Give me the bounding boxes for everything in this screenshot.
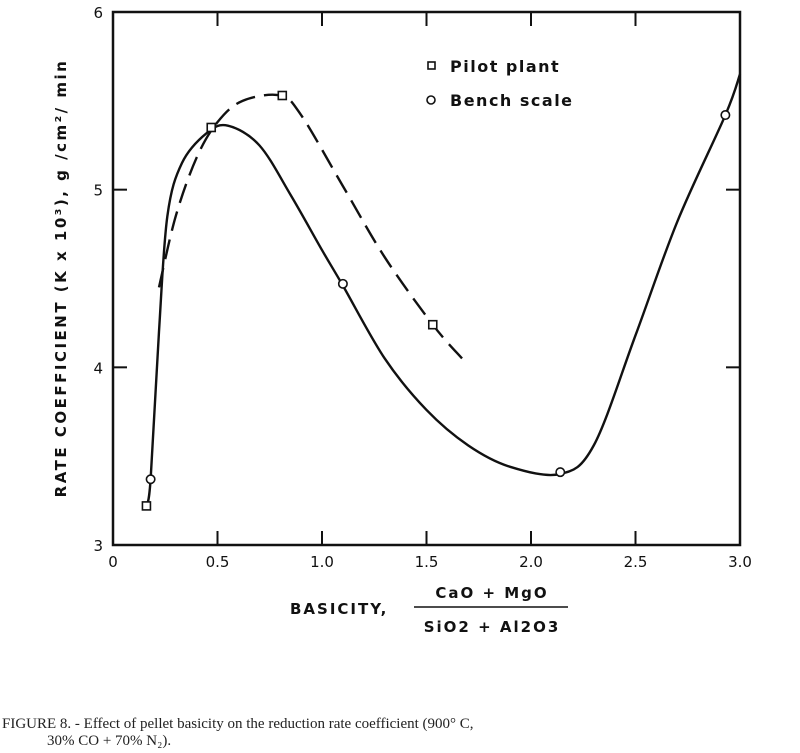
x-tick-label: 2.5 — [624, 553, 648, 571]
y-tick-label: 3 — [93, 537, 103, 555]
y-tick-label: 6 — [93, 4, 103, 22]
x-tick-label: 1.5 — [415, 553, 439, 571]
pilot-plant-point — [206, 122, 217, 133]
y-axis-label: RATE COEFFICIENT (K x 10³), g /cm²/ min — [52, 59, 70, 498]
bench-scale-curve — [145, 73, 742, 507]
x-tick-label: 0 — [108, 553, 118, 571]
caption-line-2: 30% CO + 70% N₂). — [2, 733, 172, 749]
caption-line-1: FIGURE 8. - Effect of pellet basicity on… — [2, 716, 474, 732]
chart: 0 0.5 1.0 1.5 2.0 2.5 3.0 3 4 5 6 Pilot plant Benc… — [52, 4, 752, 636]
pilot-plant-curve — [157, 93, 463, 360]
plot-frame — [111, 10, 742, 547]
pilot-plant-point — [141, 501, 152, 511]
x-axis-label-denominator: SiO2 + Al2O3 — [424, 618, 561, 636]
legend-pilot-plant: Pilot plant — [450, 57, 560, 76]
y-tick-label: 4 — [93, 359, 103, 377]
legend-bench-scale: Bench scale — [450, 91, 574, 110]
bench-scale-point — [720, 110, 731, 121]
legend-square-marker — [427, 61, 436, 70]
pilot-plant-point — [277, 90, 288, 101]
y-tick-label: 5 — [93, 182, 103, 200]
pilot-plant-point — [427, 319, 438, 330]
legend-circle-marker — [426, 95, 436, 105]
x-axis-label-numerator: CaO + MgO — [435, 584, 548, 602]
x-axis-label: BASICITY, CaO + MgO SiO2 + Al2O3 — [290, 584, 568, 636]
bench-scale-point — [337, 278, 348, 289]
x-axis-label-text: BASICITY, — [290, 600, 388, 618]
x-tick-label: 3.0 — [728, 553, 752, 571]
legend: Pilot plant Bench scale — [426, 57, 574, 110]
x-tick-label: 1.0 — [310, 553, 334, 571]
bench-scale-point — [555, 467, 566, 478]
x-tick-label: 2.0 — [519, 553, 543, 571]
bench-scale-point — [145, 474, 156, 485]
x-tick-label: 0.5 — [206, 553, 230, 571]
figure-caption: FIGURE 8. - Effect of pellet basicity on… — [2, 716, 474, 750]
